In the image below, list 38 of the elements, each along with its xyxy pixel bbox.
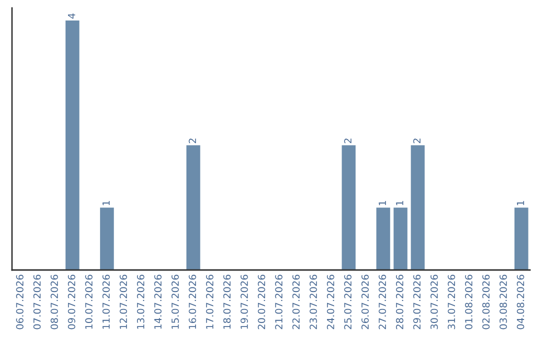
x-tick-label: 14.07.2026 <box>154 274 162 329</box>
x-tick-label: 07.07.2026 <box>33 274 41 330</box>
x-tick-label: 18.07.2026 <box>223 274 231 329</box>
x-tick-label: 01.08.2026 <box>465 274 472 330</box>
x-tick-label: 08.07.2026 <box>50 274 58 330</box>
x-tick-label: 26.07.2026 <box>361 274 369 330</box>
x-tick-label: 24.07.2026 <box>326 274 334 330</box>
x-tick-label: 25.07.2026 <box>344 274 352 330</box>
x-tick-label: 28.07.2026 <box>396 274 404 330</box>
x-tick-label: 09.07.2026 <box>68 274 76 330</box>
x-tick-label: 04.08.2026 <box>516 274 524 330</box>
x-tick-label: 16.07.2026 <box>188 274 196 329</box>
x-tick-label: 20.07.2026 <box>258 274 266 330</box>
x-tick-label: 21.07.2026 <box>275 274 282 330</box>
data-label: 1 <box>516 200 524 206</box>
data-label: 1 <box>396 200 404 206</box>
x-tick-label: 10.07.2026 <box>85 274 93 329</box>
x-tick-label: 12.07.2026 <box>120 274 128 329</box>
data-label: 2 <box>413 138 420 144</box>
x-tick-label: 17.07.2026 <box>206 274 214 329</box>
x-tick-label: 02.08.2026 <box>482 274 490 330</box>
x-tick-label: 11.07.2026 <box>102 274 110 329</box>
x-tick-label: 03.08.2026 <box>500 274 507 330</box>
x-tick-label: 23.07.2026 <box>310 274 317 330</box>
data-label: 1 <box>378 200 386 206</box>
x-tick-label: 31.07.2026 <box>448 274 456 330</box>
x-tick-label: 19.07.2026 <box>240 274 248 329</box>
data-label: 2 <box>188 138 196 144</box>
x-tick-label: 13.07.2026 <box>136 274 144 329</box>
x-tick-label: 29.07.2026 <box>413 274 421 330</box>
data-label: 1 <box>102 200 110 206</box>
data-label: 4 <box>68 13 76 19</box>
data-label: 2 <box>344 138 352 144</box>
x-tick-label: 27.07.2026 <box>378 274 386 330</box>
x-tick-label: 06.07.2026 <box>16 274 24 330</box>
x-tick-label: 22.07.2026 <box>292 274 300 330</box>
x-tick-label: 15.07.2026 <box>172 274 179 329</box>
x-tick-label: 30.07.2026 <box>430 274 438 330</box>
